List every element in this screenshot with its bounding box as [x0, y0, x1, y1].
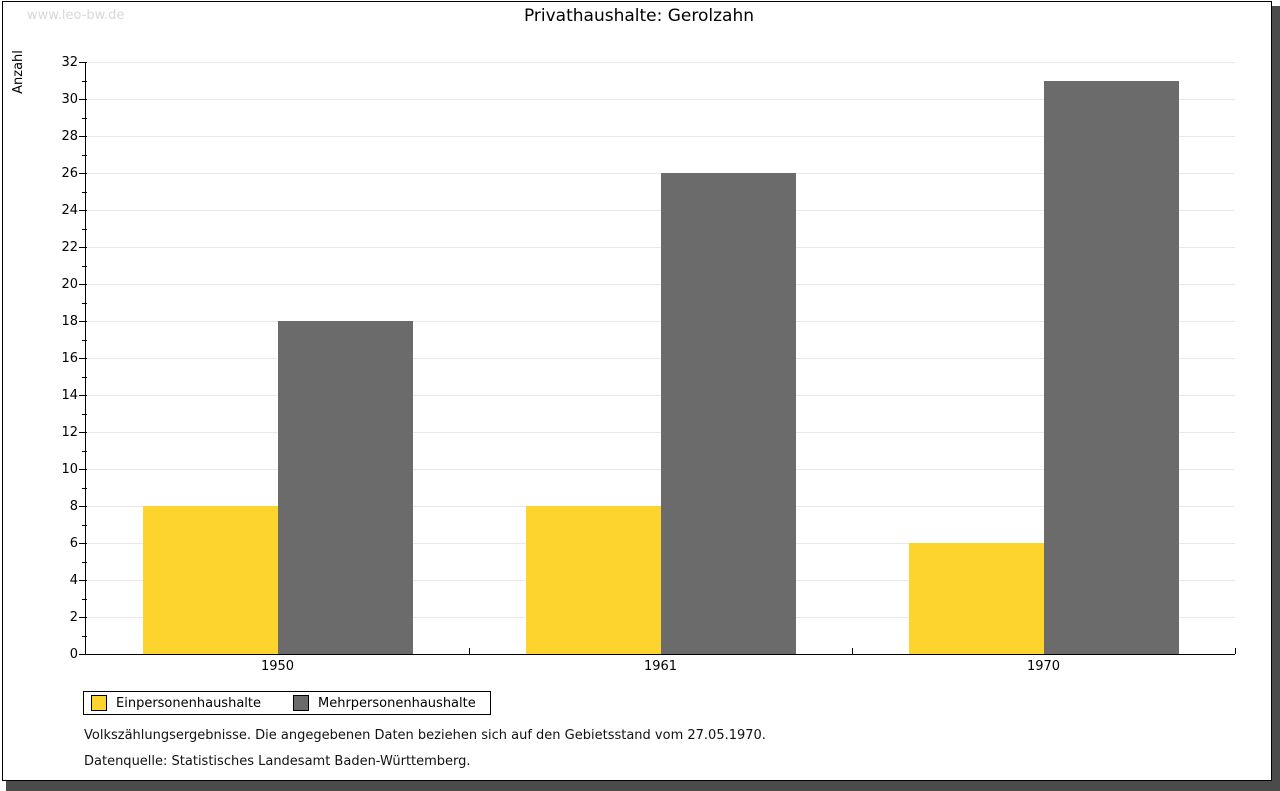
y-major-tick: [79, 358, 87, 359]
bar-mehrpersonenhaushalte-1970: [1043, 80, 1179, 654]
y-tick-label: 8: [69, 499, 78, 514]
bar-mehrpersonenhaushalte-1961: [660, 173, 796, 654]
chart-title: Privathaushalte: Gerolzahn: [523, 6, 755, 26]
bar-einpersonenhaushalte-1950: [142, 506, 278, 654]
y-major-tick: [79, 62, 87, 63]
x-boundary-tick: [1235, 648, 1236, 654]
y-major-tick: [79, 173, 87, 174]
y-tick-label: 20: [61, 277, 78, 292]
y-major-tick: [79, 247, 87, 248]
legend-label: Einpersonenhaushalte: [116, 695, 261, 711]
y-minor-tick: [82, 524, 87, 526]
y-minor-tick: [82, 487, 87, 489]
y-major-tick: [79, 284, 87, 285]
legend-swatch: [293, 695, 309, 711]
y-minor-tick: [82, 635, 87, 637]
watermark: www.leo-bw.de: [27, 8, 125, 23]
gridline: [86, 136, 1235, 137]
y-minor-tick: [82, 302, 87, 304]
footnote-data-source: Datenquelle: Statistisches Landesamt Bad…: [84, 754, 471, 769]
y-tick-label: 0: [69, 647, 78, 662]
y-minor-tick: [82, 598, 87, 600]
bar-mehrpersonenhaushalte-1950: [277, 321, 413, 654]
y-tick-label: 32: [61, 55, 78, 70]
legend-swatch: [91, 695, 107, 711]
y-minor-tick: [82, 339, 87, 341]
x-tick-label: 1970: [1026, 659, 1061, 674]
y-major-tick: [79, 543, 87, 544]
y-minor-tick: [82, 450, 87, 452]
y-minor-tick: [82, 413, 87, 415]
x-boundary-tick: [469, 648, 470, 654]
y-tick-label: 16: [61, 351, 78, 366]
y-tick-label: 26: [61, 166, 78, 181]
legend-label: Mehrpersonenhaushalte: [318, 695, 476, 711]
y-tick-label: 2: [69, 610, 78, 625]
y-minor-tick: [82, 80, 87, 82]
y-minor-tick: [82, 561, 87, 563]
window-shadow-bottom: [6, 781, 1280, 791]
y-tick-label: 30: [61, 92, 78, 107]
y-minor-tick: [82, 191, 87, 193]
y-tick-label: 28: [61, 129, 78, 144]
bar-einpersonenhaushalte-1961: [525, 506, 661, 654]
y-major-tick: [79, 654, 87, 655]
y-tick-label: 6: [69, 536, 78, 551]
y-minor-tick: [82, 376, 87, 378]
y-minor-tick: [82, 228, 87, 230]
y-minor-tick: [82, 154, 87, 156]
y-tick-label: 14: [61, 388, 78, 403]
gridline: [86, 62, 1235, 63]
y-minor-tick: [82, 265, 87, 267]
footnote-source-note: Volkszählungsergebnisse. Die angegebenen…: [84, 728, 766, 743]
x-boundary-tick: [852, 648, 853, 654]
y-major-tick: [79, 469, 87, 470]
y-major-tick: [79, 99, 87, 100]
plot-area: 0 2 4 6 8 10 12 14 16 18 20 22 24 26 28 30 32 1950 1961 197…: [61, 55, 1236, 674]
y-major-tick: [79, 395, 87, 396]
y-major-tick: [79, 210, 87, 211]
y-tick-label: 10: [61, 462, 78, 477]
legend: Einpersonenhaushalte Mehrpersonenhaushalt…: [83, 691, 491, 715]
legend-item: Einpersonenhaushalte: [91, 695, 261, 711]
legend-item: Mehrpersonenhaushalte: [293, 695, 476, 711]
window-shadow-right: [1272, 6, 1280, 791]
y-minor-tick: [82, 117, 87, 119]
y-tick-label: 24: [61, 203, 78, 218]
bar-einpersonenhaushalte-1970: [908, 543, 1044, 654]
y-major-tick: [79, 321, 87, 322]
y-axis-title: Anzahl: [11, 50, 26, 94]
y-tick-label: 18: [61, 314, 78, 329]
y-major-tick: [79, 617, 87, 618]
chart-window: www.leo-bw.de Privathaushalte: Gerolzahn…: [2, 1, 1272, 781]
y-major-tick: [79, 506, 87, 507]
y-tick-label: 4: [69, 573, 78, 588]
y-major-tick: [79, 432, 87, 433]
x-tick-label: 1950: [260, 659, 295, 674]
y-major-tick: [79, 136, 87, 137]
y-tick-label: 12: [61, 425, 78, 440]
y-major-tick: [79, 580, 87, 581]
y-tick-label: 22: [61, 240, 78, 255]
gridline: [86, 99, 1235, 100]
x-tick-label: 1961: [643, 659, 678, 674]
